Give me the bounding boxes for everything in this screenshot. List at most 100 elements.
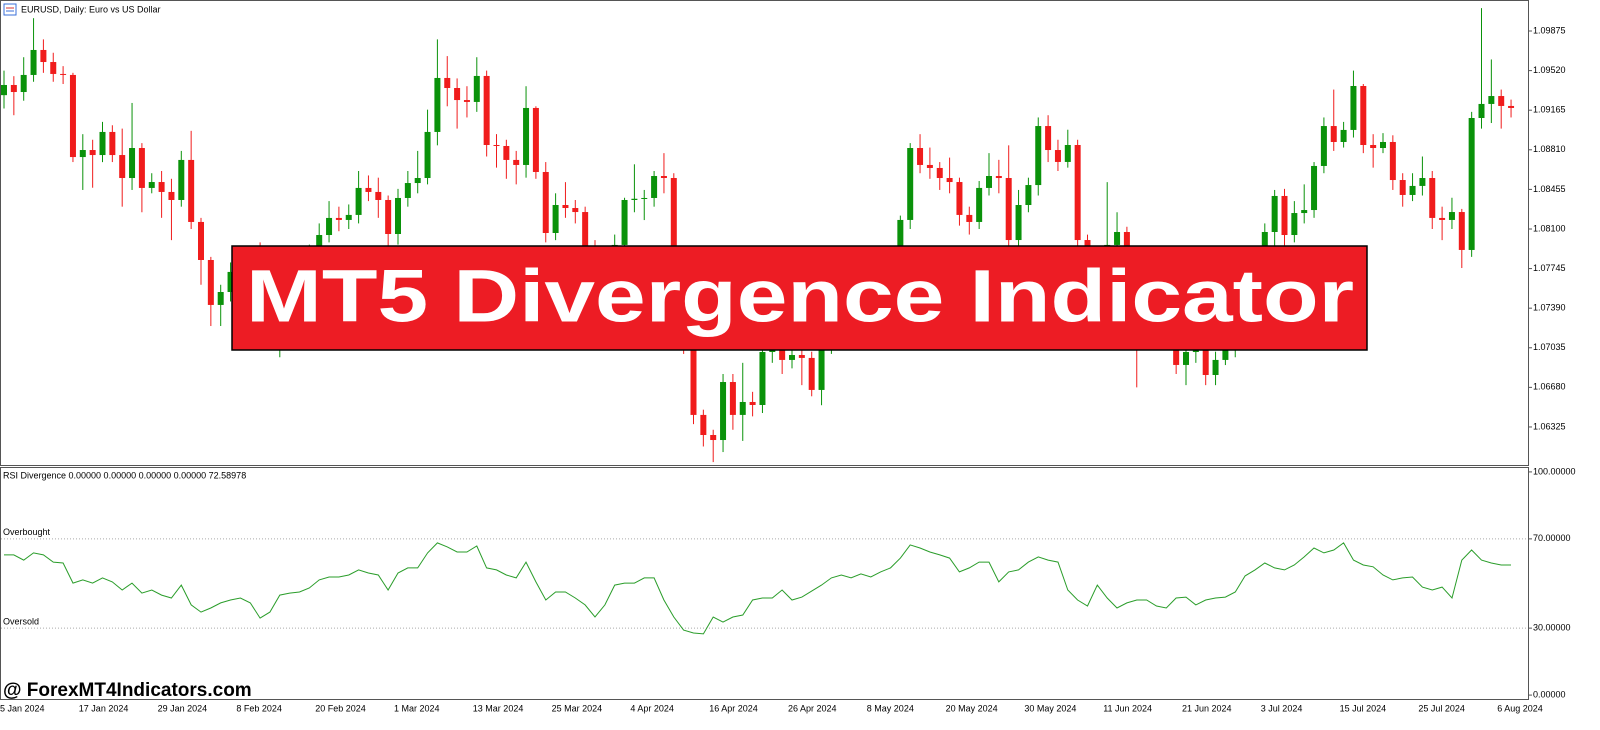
x-tick-label: 8 Feb 2024 — [236, 703, 282, 713]
candle-body — [227, 271, 234, 293]
candle-body — [109, 131, 116, 156]
candle-body — [1448, 212, 1455, 220]
candle-body — [917, 148, 924, 165]
candle-body — [700, 414, 707, 435]
candle-body — [690, 344, 697, 415]
candle-body — [769, 350, 776, 353]
x-tick-label: 6 Aug 2024 — [1497, 703, 1543, 713]
candle-body — [493, 144, 500, 147]
candle-body — [20, 74, 27, 93]
candle-body — [660, 176, 667, 179]
candle-body — [789, 355, 795, 360]
candle-body — [562, 205, 569, 209]
candle-body — [345, 214, 352, 220]
candle-body — [1498, 96, 1505, 106]
candle-body — [454, 88, 461, 101]
candle-body — [1508, 105, 1515, 108]
line-series — [4, 542, 1511, 635]
y-tick-label: 1.06325 — [1533, 421, 1566, 431]
y-tick-label: 1.08100 — [1533, 223, 1566, 233]
x-tick-label: 3 Jul 2024 — [1261, 703, 1303, 713]
candle-body — [523, 107, 530, 165]
candle-body — [148, 182, 155, 188]
level-label: Overbought — [3, 527, 51, 537]
candle-body — [326, 217, 333, 236]
candle-body — [1439, 217, 1446, 220]
candle-body — [986, 176, 992, 188]
y-tick-label: 1.07390 — [1533, 303, 1566, 313]
candle-body — [207, 259, 214, 305]
y-tick-label: 1.09165 — [1533, 105, 1566, 115]
y-tick-label: 70.00000 — [1533, 533, 1571, 543]
indicator-panel — [0, 467, 1529, 700]
candle-body — [798, 355, 805, 358]
candle-body — [818, 344, 825, 390]
candle-body — [1311, 165, 1318, 211]
y-tick-label: 0.00000 — [1533, 689, 1566, 699]
candle-body — [1064, 144, 1071, 162]
candle-body — [365, 187, 372, 192]
candle-body — [710, 434, 717, 441]
candle-body — [1212, 359, 1219, 375]
candle-body — [1114, 231, 1121, 245]
candle-body — [1271, 195, 1278, 232]
candle-body — [424, 131, 431, 179]
candle-body — [542, 171, 549, 234]
x-tick-label: 20 May 2024 — [946, 703, 998, 713]
candle-body — [463, 100, 470, 102]
x-tick-label: 13 Mar 2024 — [473, 703, 524, 713]
indicator-title: RSI Divergence 0.00000 0.00000 0.00000 0… — [3, 470, 246, 480]
candle-body — [1, 84, 7, 96]
candle-body — [651, 176, 658, 198]
candle-body — [1173, 339, 1180, 365]
candle-body — [434, 77, 441, 132]
candle-body — [395, 197, 401, 235]
candle-body — [178, 159, 185, 200]
candle-body — [503, 146, 510, 160]
x-tick-label: 30 May 2024 — [1024, 703, 1076, 713]
x-tick-label: 4 Apr 2024 — [630, 703, 674, 713]
candle-body — [1488, 96, 1495, 104]
x-tick-label: 21 Jun 2024 — [1182, 703, 1232, 713]
candle-body — [956, 182, 963, 215]
banner — [231, 245, 1368, 351]
candle-body — [217, 292, 224, 305]
chart-title: EURUSD, Daily: Euro vs US Dollar — [21, 4, 161, 14]
x-tick-label: 25 Mar 2024 — [552, 703, 603, 713]
candle-body — [1015, 205, 1022, 241]
candle-body — [60, 73, 67, 75]
candle-body — [1222, 350, 1229, 360]
candle-body — [995, 176, 1002, 179]
candle-body — [1429, 178, 1436, 218]
level-label: Oversold — [3, 617, 39, 627]
candle-body — [385, 199, 392, 235]
candle-body — [1458, 212, 1465, 250]
y-tick-label: 1.06680 — [1533, 382, 1566, 392]
x-tick-label: 17 Jan 2024 — [79, 703, 129, 713]
candle-body — [729, 382, 736, 415]
candle-body — [168, 191, 175, 200]
candle-body — [976, 187, 983, 222]
y-tick-label: 1.09875 — [1533, 25, 1566, 35]
x-tick-label: 29 Jan 2024 — [158, 703, 208, 713]
candle-body — [335, 217, 342, 220]
x-tick-label: 20 Feb 2024 — [315, 703, 366, 713]
candle-body — [759, 352, 766, 405]
x-tick-label: 5 Jan 2024 — [0, 703, 45, 713]
candle-body — [1183, 352, 1189, 365]
candle-body — [444, 77, 451, 89]
candle-body — [404, 183, 411, 198]
candle-body — [1045, 126, 1052, 151]
candle-body — [926, 164, 933, 168]
candle-body — [808, 357, 815, 390]
candle-body — [621, 199, 628, 245]
candle-body — [1419, 178, 1426, 186]
candle-body — [1035, 126, 1042, 186]
candle-body — [552, 205, 559, 234]
y-tick-label: 1.07745 — [1533, 263, 1566, 273]
candle-body — [1005, 178, 1012, 241]
candle-body — [375, 191, 382, 200]
candle-body — [1350, 85, 1357, 130]
candle-body — [1389, 141, 1396, 181]
